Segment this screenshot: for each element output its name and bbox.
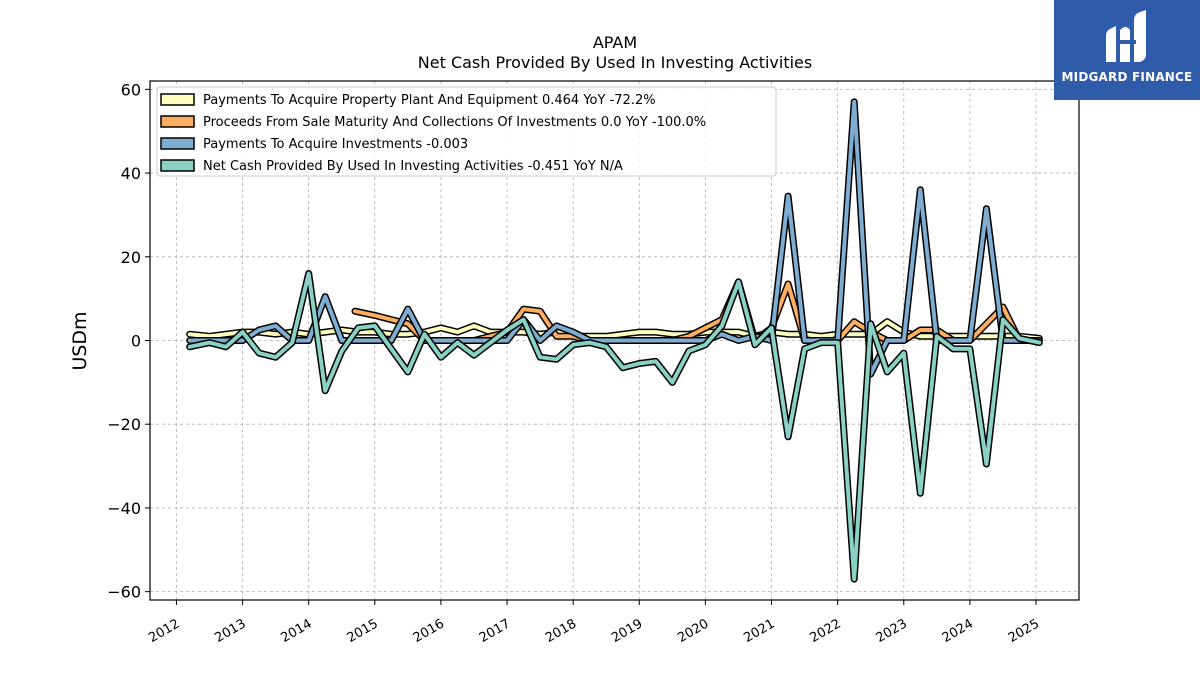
legend-swatch: [160, 159, 195, 172]
x-tick-label: 2014: [279, 616, 315, 646]
series-line-3: [187, 271, 1042, 582]
series-group: [186, 98, 1043, 583]
legend-box: [156, 86, 777, 177]
legend-entry: Net Cash Provided By Used In Investing A…: [203, 159, 623, 174]
brand-logo: MIDGARD FINANCE: [1054, 0, 1200, 100]
legend-entry: Payments To Acquire Property Plant And E…: [203, 93, 656, 108]
legend-swatch: [160, 115, 195, 128]
x-tick-label: 2018: [543, 616, 579, 646]
x-tick-label: 2012: [146, 616, 182, 646]
x-tick-label: 2013: [212, 616, 248, 646]
x-tick-label: 2015: [345, 616, 381, 646]
legend-entry: Payments To Acquire Investments -0.003: [203, 137, 468, 152]
x-tick-label: 2019: [609, 616, 645, 646]
y-tick-label: −20: [107, 415, 141, 434]
x-tick-label: 2024: [940, 616, 976, 646]
x-tick-label: 2021: [741, 616, 777, 646]
legend: Payments To Acquire Property Plant And E…: [156, 86, 777, 177]
x-tick-label: 2017: [477, 616, 513, 646]
legend-swatch: [160, 93, 195, 106]
y-tick-label: 0: [131, 332, 141, 351]
y-tick-label: −60: [107, 583, 141, 602]
midgard-m-logo-icon: [1106, 10, 1146, 62]
x-tick-label: 2025: [1006, 616, 1042, 646]
x-tick-label: 2022: [807, 616, 843, 646]
chart-title: APAM: [593, 33, 637, 52]
y-axis-label: USDm: [69, 311, 91, 370]
series-line-0: [187, 319, 1042, 341]
chart-subtitle: Net Cash Provided By Used In Investing A…: [418, 53, 812, 72]
brand-name: MIDGARD FINANCE: [1061, 70, 1193, 84]
y-tick-label: −40: [107, 499, 141, 518]
y-tick-label: 20: [121, 248, 141, 267]
y-tick-label: 60: [121, 80, 141, 99]
series-line-2: [187, 99, 1042, 376]
y-tick-label: 40: [121, 164, 141, 183]
legend-swatch: [160, 137, 195, 150]
x-tick-label: 2016: [411, 616, 447, 646]
legend-entry: Proceeds From Sale Maturity And Collecti…: [203, 115, 706, 130]
x-tick-label: 2023: [874, 616, 910, 646]
x-tick-label: 2020: [675, 616, 711, 646]
